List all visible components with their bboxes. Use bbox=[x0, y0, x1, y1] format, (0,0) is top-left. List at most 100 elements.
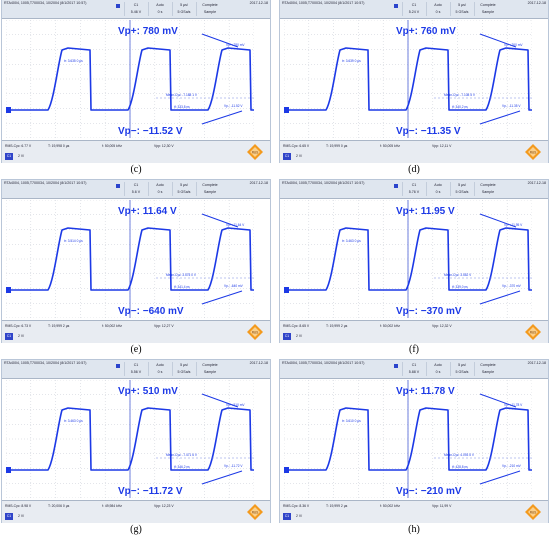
sample-rate: 5 GSa/s bbox=[177, 10, 191, 14]
marker-rise-time: tr: 3.639 0 µs bbox=[342, 59, 361, 63]
sample-rate: 5 GSa/s bbox=[177, 190, 191, 194]
trigger-mode-control[interactable]: Auto 0 s bbox=[148, 2, 171, 16]
trigger-source: C1 bbox=[133, 363, 139, 367]
acquisition-control[interactable]: Complete Sample bbox=[474, 182, 501, 196]
acq-sample: Sample bbox=[203, 190, 217, 194]
channel-level-marker-icon bbox=[6, 287, 11, 293]
panel-caption: (e) bbox=[130, 344, 142, 355]
waveform-display: Vp+: 760 mV tr: 3.639 0 µs Mean-Cyc: -7.10… bbox=[284, 20, 532, 138]
waveform-trace bbox=[284, 407, 532, 471]
trigger-source-control[interactable]: C1 5.6 V bbox=[124, 182, 147, 196]
trigger-source: C1 bbox=[133, 3, 139, 7]
rohde-schwarz-logo-icon: R&S bbox=[247, 324, 263, 340]
acquisition-control[interactable]: Complete Sample bbox=[474, 2, 501, 16]
channel-badge[interactable]: C1 bbox=[283, 513, 291, 520]
timebase-control[interactable]: 5 µs/ 5 GSa/s bbox=[450, 362, 473, 376]
trigger-source-control[interactable]: C1 5.46 V bbox=[124, 2, 147, 16]
marker-vp-plus: Vp+: 11.95 V bbox=[504, 223, 523, 227]
marker-vp-plus: Vp+: 11.78 V bbox=[504, 403, 523, 407]
timebase-control[interactable]: 5 µs/ 5 GSa/s bbox=[172, 362, 195, 376]
trigger-source-control[interactable]: C1 5.76 V bbox=[402, 182, 425, 196]
waveform-trace bbox=[284, 227, 532, 291]
meas-rms: RMS-Cyc: 8.98 V bbox=[5, 504, 32, 508]
channel-badge[interactable]: C1 bbox=[5, 513, 13, 520]
acquisition-control[interactable]: Complete Sample bbox=[196, 362, 223, 376]
scope-screenshot: RTA4004, 1005,T700034, 10/2004 (8/1/2017… bbox=[279, 359, 549, 523]
acq-sample: Sample bbox=[203, 10, 217, 14]
marker-mean: Mean-Cyc: 3.575 0 V bbox=[166, 273, 197, 277]
scope-title: RTA4004, 1005,T700034, 10/2004 (8/1/2017… bbox=[282, 181, 365, 185]
timebase-control[interactable]: 5 µs/ 5 GSa/s bbox=[450, 182, 473, 196]
trigger-mode-control[interactable]: Auto 0 s bbox=[148, 182, 171, 196]
channel-level-marker-icon bbox=[284, 287, 289, 293]
marker-vp-minus: Vp-: -640 mV bbox=[224, 284, 244, 288]
vp-minus-annotation: Vp−: −640 mV bbox=[118, 306, 184, 317]
trigger-mode-control[interactable]: Auto 0 s bbox=[148, 362, 171, 376]
trigger-source-control[interactable]: C1 5.56 V bbox=[124, 362, 147, 376]
sample-rate: 5 GSa/s bbox=[455, 370, 469, 374]
channel-marker-icon bbox=[394, 184, 398, 188]
meas-vpp: Vpp: 12,27 V bbox=[154, 324, 174, 328]
meas-rms: RMS-Cyc: 6.77 V bbox=[5, 144, 32, 148]
marker-vp-minus: Vp-: -370 mV bbox=[502, 284, 522, 288]
meas-period: T: 19,999 2 µs bbox=[326, 504, 348, 508]
timebase-control[interactable]: 5 µs/ 5 GSa/s bbox=[172, 2, 195, 16]
time-div: 5 µs/ bbox=[180, 363, 188, 367]
sample-rate: 5 GSa/s bbox=[455, 10, 469, 14]
marker-rise-time: tr: 3.514 0 µs bbox=[64, 239, 83, 243]
svg-text:R&S: R&S bbox=[252, 151, 259, 155]
acq-mode: Complete bbox=[480, 183, 496, 187]
channel-badge[interactable]: C1 bbox=[283, 333, 291, 340]
vp-plus-arrow bbox=[479, 213, 517, 228]
acquisition-control[interactable]: Complete Sample bbox=[196, 182, 223, 196]
acquisition-control[interactable]: Complete Sample bbox=[474, 362, 501, 376]
trigger-source-control[interactable]: C1 5.88 V bbox=[402, 362, 425, 376]
trigger-source-control[interactable]: C1 5.24 V bbox=[402, 2, 425, 16]
vp-minus-arrow bbox=[201, 110, 243, 125]
panel-caption: (h) bbox=[408, 524, 420, 535]
waveform-trace bbox=[6, 407, 254, 471]
panel-caption: (c) bbox=[130, 164, 142, 175]
acq-mode: Complete bbox=[202, 3, 218, 7]
svg-text:R&S: R&S bbox=[530, 331, 537, 335]
measurement-bar: RMS-Cyc: 6.73 V T: 19,999 2 µs f: 50,002… bbox=[2, 320, 270, 343]
scope-panel: RTA4004, 1005,T700034, 10/2004 (8/1/2017… bbox=[1, 179, 271, 356]
scope-toolbar: RTA4004, 1005,T700034, 10/2004 (8/1/2017… bbox=[2, 0, 270, 19]
channel-badge[interactable]: C1 bbox=[5, 153, 13, 160]
channel-badge[interactable]: C1 bbox=[283, 153, 291, 160]
measurement-bar: RMS-Cyc: 8.65 V T: 19,999 2 µs f: 50,002… bbox=[280, 320, 548, 343]
vp-minus-arrow bbox=[479, 290, 521, 305]
scope-panel: RTA4004, 1005,T700034, 10/2004 (8/1/2017… bbox=[279, 359, 549, 536]
timebase-control[interactable]: 5 µs/ 5 GSa/s bbox=[172, 182, 195, 196]
rohde-schwarz-logo-icon: R&S bbox=[525, 144, 541, 160]
meas-vpp: Vpp: 12,23 V bbox=[154, 504, 174, 508]
meas-period: T: 20,006 0 µs bbox=[48, 504, 70, 508]
meas-period: T: 19,999 0 µs bbox=[326, 144, 348, 148]
trigger-mode-control[interactable]: Auto 0 s bbox=[426, 362, 449, 376]
acq-mode: Complete bbox=[480, 3, 496, 7]
trigger-source: C1 bbox=[411, 183, 417, 187]
scope-title: RTA4004, 1005,T700034, 10/2004 (8/1/2017… bbox=[4, 181, 87, 185]
scope-date: 2017-12-18 bbox=[249, 1, 268, 5]
channel-marker-icon bbox=[394, 4, 398, 8]
meas-rms: RMS-Cyc: 6.65 V bbox=[283, 144, 310, 148]
vp-plus-annotation: Vp+: 11.95 V bbox=[396, 206, 455, 217]
scope-date: 2017-12-18 bbox=[527, 1, 546, 5]
vp-minus-arrow bbox=[201, 470, 243, 485]
channel-scale: 2 V/ bbox=[18, 514, 25, 518]
scope-date: 2017-12-18 bbox=[527, 361, 546, 365]
vp-minus-annotation: Vp−: −210 mV bbox=[396, 486, 462, 497]
trigger-mode-control[interactable]: Auto 0 s bbox=[426, 2, 449, 16]
channel-badge[interactable]: C1 bbox=[5, 333, 13, 340]
measurement-bar: RMS-Cyc: 8.36 V T: 19,999 2 µs f: 50,002… bbox=[280, 500, 548, 523]
timebase-control[interactable]: 5 µs/ 5 GSa/s bbox=[450, 2, 473, 16]
acquisition-control[interactable]: Complete Sample bbox=[196, 2, 223, 16]
scope-toolbar: RTA4004, 1005,T700034, 10/2004 (8/1/2017… bbox=[2, 360, 270, 379]
channel-scale: 2 V/ bbox=[296, 514, 303, 518]
channel-marker-icon bbox=[394, 364, 398, 368]
channel-scale: 2 V/ bbox=[296, 154, 303, 158]
trigger-mode-control[interactable]: Auto 0 s bbox=[426, 182, 449, 196]
trigger-level: 5.6 V bbox=[131, 190, 141, 194]
vp-minus-annotation: Vp−: −11.35 V bbox=[396, 126, 461, 137]
trigger-mode: Auto bbox=[156, 363, 164, 367]
